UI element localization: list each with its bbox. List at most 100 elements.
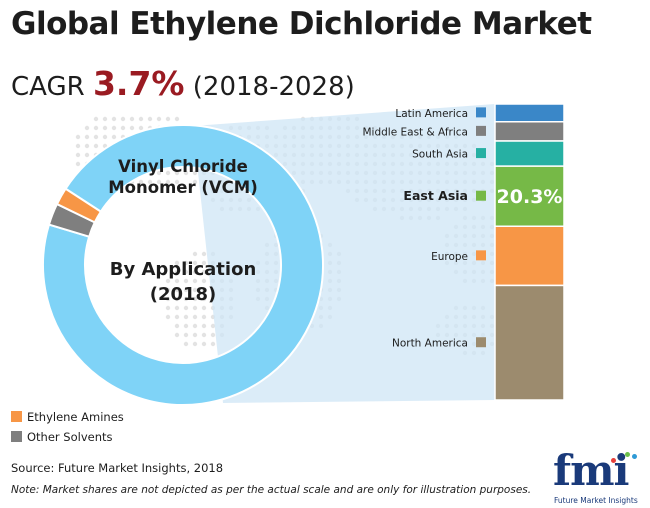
donut-slice-ethylene-amines xyxy=(55,187,103,224)
map-dot xyxy=(165,314,171,320)
map-dot xyxy=(201,287,207,293)
bar-key-swatch-east-asia xyxy=(476,190,486,201)
map-dot xyxy=(84,125,90,131)
map-dot xyxy=(156,170,162,176)
cagr-period: (2018-2028) xyxy=(192,72,355,102)
map-dot xyxy=(111,116,117,122)
chart-title: Global Ethylene Dichloride Market xyxy=(11,6,592,42)
legend-swatch-ethylene-amines xyxy=(11,411,22,422)
map-dot xyxy=(174,323,180,329)
map-dot xyxy=(192,170,198,176)
map-dot xyxy=(111,134,117,140)
logo-mark: fmi xyxy=(553,446,629,495)
map-dot xyxy=(183,278,189,284)
map-dot xyxy=(192,341,198,347)
bar-category-label-europe: Europe xyxy=(431,251,468,263)
map-dot xyxy=(165,116,171,122)
map-dot xyxy=(201,251,207,257)
bar-segment-europe xyxy=(494,225,565,287)
source-text: Source: Future Market Insights, 2018 xyxy=(11,461,224,475)
map-dot xyxy=(192,287,198,293)
map-dot xyxy=(192,278,198,284)
cagr-text: CAGR 3.7% (2018-2028) xyxy=(11,64,355,103)
legend-label-ethylene-amines: Ethylene Amines xyxy=(27,410,124,424)
map-dot xyxy=(138,179,144,185)
map-dot xyxy=(93,143,99,149)
bar-key-swatch-south-asia xyxy=(476,148,486,159)
map-dot xyxy=(156,179,162,185)
map-dot xyxy=(138,116,144,122)
map-dot xyxy=(84,152,90,158)
map-dot xyxy=(201,269,207,275)
map-dot xyxy=(183,287,189,293)
map-dot xyxy=(102,125,108,131)
map-dot xyxy=(192,314,198,320)
map-dot xyxy=(174,269,180,275)
map-dot xyxy=(165,278,171,284)
cagr-label: CAGR xyxy=(11,72,85,102)
map-dot xyxy=(75,143,81,149)
cagr-value: 3.7% xyxy=(92,64,185,103)
map-dot xyxy=(102,134,108,140)
map-dot xyxy=(174,179,180,185)
map-dot xyxy=(165,287,171,293)
map-dot xyxy=(93,116,99,122)
map-dot xyxy=(201,305,207,311)
map-dot xyxy=(93,134,99,140)
donut-center-label-line1: By Application xyxy=(110,259,257,280)
bar-category-label-middle-east-africa: Middle East & Africa xyxy=(363,126,469,138)
map-dot xyxy=(75,134,81,140)
map-dot xyxy=(183,314,189,320)
application-donut-chart: Vinyl Chloride Monomer (VCM) By Applicatio… xyxy=(42,124,324,406)
map-dot xyxy=(192,323,198,329)
map-dot xyxy=(183,269,189,275)
note-text: Note: Market shares are not depicted as … xyxy=(11,484,532,496)
map-dot xyxy=(120,116,126,122)
map-dot xyxy=(174,170,180,176)
map-dot xyxy=(129,116,135,122)
donut-slice-label-line2: Monomer (VCM) xyxy=(108,178,257,197)
map-dot xyxy=(183,260,189,266)
map-dot xyxy=(84,143,90,149)
map-dot xyxy=(129,125,135,131)
map-dot xyxy=(174,278,180,284)
bar-segment-middle-east-africa xyxy=(494,121,565,142)
map-dot xyxy=(201,332,207,338)
map-dot xyxy=(165,170,171,176)
map-dot xyxy=(192,179,198,185)
map-dot xyxy=(183,170,189,176)
map-dot xyxy=(147,179,153,185)
map-dot xyxy=(183,341,189,347)
map-dot xyxy=(210,323,216,329)
bar-key-swatch-europe xyxy=(476,250,486,261)
map-dot xyxy=(147,116,153,122)
map-dot xyxy=(192,296,198,302)
fmi-logo: fmi Future Market Insights xyxy=(553,446,645,506)
bar-category-label-east-asia: East Asia xyxy=(403,188,468,203)
map-dot xyxy=(156,116,162,122)
map-dot xyxy=(201,323,207,329)
bar-key-swatch-latin-america xyxy=(476,107,486,118)
map-dot xyxy=(192,260,198,266)
map-dot xyxy=(192,251,198,257)
bar-category-label-south-asia: South Asia xyxy=(412,149,468,161)
map-dot xyxy=(165,296,171,302)
map-dot xyxy=(201,296,207,302)
map-dot xyxy=(201,341,207,347)
logo-dots-icon xyxy=(611,452,650,466)
map-dot xyxy=(192,332,198,338)
logo-subtitle: Future Market Insights xyxy=(554,496,638,505)
map-dot xyxy=(174,260,180,266)
donut-slice-vinyl-chloride-monomer-vcm xyxy=(42,124,324,406)
map-dot xyxy=(102,116,108,122)
map-dot xyxy=(174,287,180,293)
map-dot xyxy=(201,314,207,320)
bar-key-swatch-middle-east-africa xyxy=(476,125,486,136)
map-dot xyxy=(183,305,189,311)
bar-segment-north-america xyxy=(494,284,565,401)
map-dot xyxy=(183,323,189,329)
map-dot xyxy=(183,296,189,302)
donut-legend: Ethylene Amines Other Solvents xyxy=(11,410,124,444)
bar-segment-latin-america xyxy=(494,103,565,123)
